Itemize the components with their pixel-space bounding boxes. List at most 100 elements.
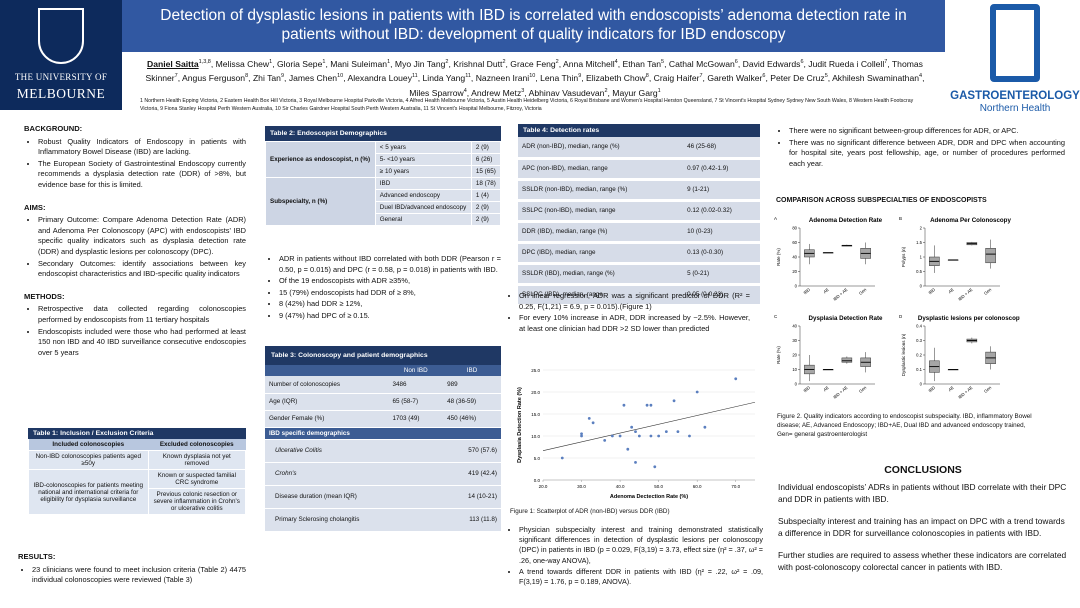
author: Abhinav Vasudevan2, bbox=[528, 87, 613, 98]
point bbox=[637, 434, 641, 438]
y-tick-label: 0.2 bbox=[916, 353, 922, 358]
author-name: Myo Jin Tang bbox=[394, 58, 446, 69]
y-tick-label: 1.5 bbox=[916, 240, 922, 245]
author-affiliation: 7 bbox=[699, 73, 703, 80]
author: Nazneen Irani10, bbox=[475, 73, 541, 84]
cell: 18 (78) bbox=[470, 177, 502, 190]
cell: Previous colonic resection or severe inf… bbox=[147, 488, 247, 515]
box bbox=[841, 357, 853, 363]
cell: 14 (10-21) bbox=[443, 485, 501, 509]
bullet: 8 (42%) had DDR ≥ 12%, bbox=[279, 299, 501, 310]
author-name: Mani Suleiman bbox=[330, 58, 388, 69]
point bbox=[645, 403, 649, 407]
bullet: The European Society of Gastrointestinal… bbox=[38, 159, 246, 191]
x-tick-label: IBD bbox=[927, 385, 936, 393]
x-tick-label: AE bbox=[947, 287, 955, 295]
point bbox=[703, 425, 707, 429]
author-affiliation: 1 bbox=[322, 59, 326, 65]
author-affiliation: 8 bbox=[245, 73, 249, 80]
cell: Primary Sclerosing cholangitis bbox=[265, 508, 444, 532]
row: DDR (IBD), median, range (%) 10 (0-23) bbox=[518, 221, 760, 244]
point bbox=[688, 434, 691, 438]
logo-text: Northern Health bbox=[979, 103, 1051, 114]
bullet: For every 10% increase in ADR, DDR incre… bbox=[519, 313, 750, 334]
row: Experience as endoscopist, n (%) < 5 year… bbox=[265, 141, 502, 178]
author: Melissa Chew1, bbox=[215, 58, 277, 69]
table-1: Table 1: Inclusion / Exclusion Criteria … bbox=[28, 428, 247, 515]
author-affiliation: 6 bbox=[800, 59, 804, 65]
bullet-list: There were no significant between-group … bbox=[775, 126, 1065, 169]
bullet-list: Primary Outcome: Compare Adenoma Detecti… bbox=[24, 215, 246, 280]
y-tick-label: 10 bbox=[792, 367, 797, 372]
author-name: Gloria Sepe bbox=[276, 58, 323, 69]
point bbox=[630, 425, 634, 429]
author-affiliation: 2 bbox=[502, 59, 506, 65]
point bbox=[634, 430, 637, 433]
cell: IBD bbox=[374, 177, 472, 190]
author-name: Krishnal Dutt bbox=[453, 58, 503, 69]
panel-title: Adenoma Per Colonoscopy bbox=[930, 217, 1011, 224]
cell: Age (IQR) bbox=[265, 393, 389, 411]
bullet: Of the 19 endoscopists with ADR ≥35%, bbox=[279, 276, 501, 287]
panel-title: Dysplastic lesions per colonoscopy bbox=[918, 315, 1020, 322]
author-affiliation: 7 bbox=[884, 59, 888, 65]
cell: Known dysplasia not yet removed bbox=[147, 450, 247, 470]
x-tick-label: IBD + AE bbox=[957, 287, 973, 302]
author-affiliation: 8 bbox=[645, 73, 649, 80]
point bbox=[626, 447, 630, 451]
heading: AIMS: bbox=[24, 202, 46, 212]
author-name: Alexandra Louey bbox=[347, 73, 413, 84]
column: RESULTS: 23 clinicians were found to mee… bbox=[18, 552, 246, 587]
bullet: Primary Outcome: Compare Adenoma Detecti… bbox=[38, 215, 246, 257]
author: Myo Jin Tang2, bbox=[394, 58, 454, 69]
point bbox=[618, 434, 622, 438]
cell: 0.13 (0-0.30) bbox=[683, 242, 760, 265]
author: Alexandra Louey11, bbox=[347, 73, 423, 84]
y-tick-label: 0 bbox=[795, 284, 798, 289]
panel-letter: B bbox=[899, 216, 902, 221]
cell: 0.12 (0.02-0.32) bbox=[683, 200, 760, 223]
heading: COMPARISON ACROSS SUBSPECIALTIES OF ENDO… bbox=[776, 197, 987, 204]
header-cell: Excluded colonoscopies bbox=[148, 439, 246, 451]
bullet: Secondary Outcomes: identify association… bbox=[38, 259, 246, 280]
row: ≥ 10 years 15 (65) bbox=[266, 165, 502, 178]
cell: SSLDR (IBD), median, range (%) bbox=[518, 263, 684, 286]
y-tick-label: 10.0 bbox=[531, 434, 540, 439]
logo-mark bbox=[990, 4, 1040, 82]
author-name: Andrew Metz bbox=[471, 87, 522, 98]
y-tick-label: 40 bbox=[792, 255, 797, 260]
cell: Ulcerative Colitis bbox=[265, 439, 444, 463]
heading: RESULTS: bbox=[18, 552, 56, 561]
y-axis-label: Dysplasia Detection Rate (%) bbox=[517, 387, 523, 463]
row: SSLPC (non-IBD), median, range 0.12 (0.02… bbox=[518, 200, 760, 223]
author-affiliation: 4 bbox=[463, 87, 467, 94]
author-name: Elizabeth Chow bbox=[586, 73, 646, 84]
row: Primary Sclerosing cholangitis 113 (11.8) bbox=[265, 508, 501, 532]
bullet: 15 (79%) endoscopists had DDR of ≥ 8%, bbox=[279, 288, 501, 299]
cell: SSLPC (IBD), median, range bbox=[518, 284, 684, 307]
cell: 2 (9) bbox=[470, 213, 502, 226]
author-affiliation: 2 bbox=[604, 87, 608, 94]
y-axis-label: Dysplastic lesions (n) bbox=[901, 333, 906, 376]
author-name: Ethan Tan bbox=[622, 58, 662, 69]
point bbox=[587, 417, 591, 420]
author-affiliation: 3 bbox=[521, 87, 525, 94]
author-affiliation: 10 bbox=[337, 73, 344, 80]
panel-letter: C bbox=[774, 314, 778, 319]
author: Mayur Garg1 bbox=[612, 88, 660, 98]
logo-text: THE UNIVERSITY OF bbox=[14, 72, 108, 82]
header-cell bbox=[265, 365, 389, 376]
point bbox=[653, 465, 657, 469]
header-cell: IBD bbox=[443, 365, 501, 376]
paragraph: Individual endoscopists’ ADRs in patient… bbox=[778, 482, 1067, 504]
y-tick-label: 60 bbox=[792, 240, 797, 245]
cell: ADR (non-IBD), median, range (%) bbox=[518, 137, 684, 160]
author: Miles Sparrow4, bbox=[409, 87, 472, 98]
author: Krishnal Dutt2, bbox=[453, 58, 511, 69]
cell: SSLDR (non-IBD), median, range (%) bbox=[518, 179, 684, 202]
bullet: ADR in patients without IBD correlated w… bbox=[279, 254, 501, 275]
cell: 5- <10 years bbox=[374, 153, 472, 166]
x-tick-label: 70.0 bbox=[731, 484, 740, 489]
author-name: Mayur Garg bbox=[612, 87, 658, 98]
